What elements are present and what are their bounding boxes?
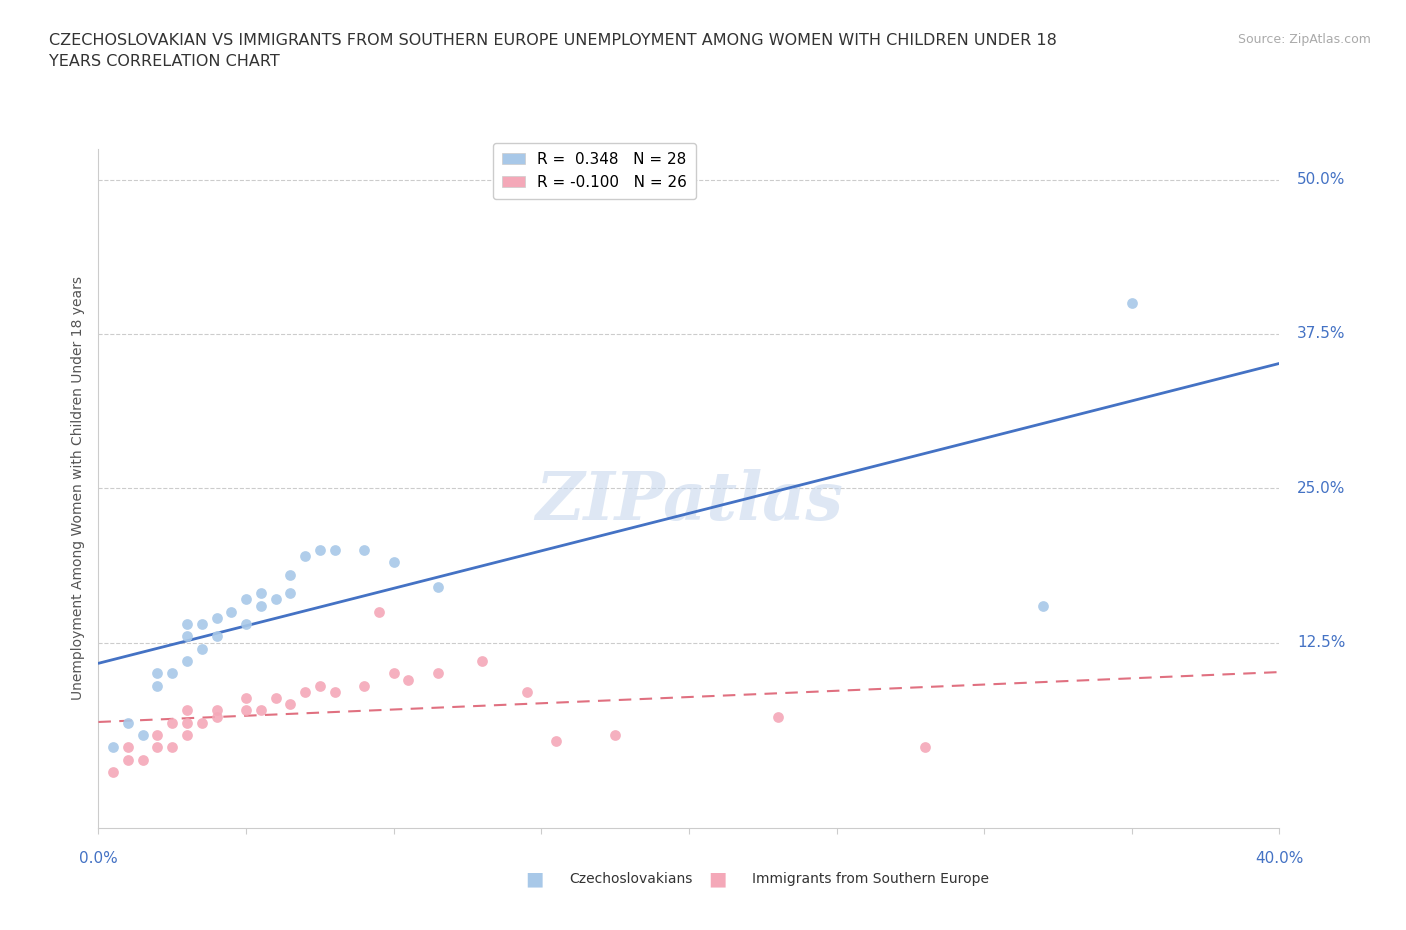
Point — [235, 591, 257, 606]
Point — [1032, 598, 1054, 613]
Point — [205, 710, 228, 724]
Point — [766, 710, 789, 724]
Point — [191, 617, 214, 631]
Point — [176, 617, 198, 631]
Point — [278, 697, 302, 711]
Point — [544, 734, 567, 749]
Point — [146, 666, 169, 681]
Text: ■: ■ — [524, 870, 544, 888]
Point — [368, 604, 391, 619]
Text: CZECHOSLOVAKIAN VS IMMIGRANTS FROM SOUTHERN EUROPE UNEMPLOYMENT AMONG WOMEN WITH: CZECHOSLOVAKIAN VS IMMIGRANTS FROM SOUTH… — [49, 33, 1057, 69]
Point — [264, 691, 287, 706]
Text: ■: ■ — [707, 870, 727, 888]
Point — [146, 727, 169, 742]
Point — [103, 740, 125, 755]
Point — [176, 727, 198, 742]
Point — [205, 629, 228, 644]
Point — [278, 586, 302, 601]
Point — [191, 642, 214, 657]
Point — [132, 752, 155, 767]
Point — [1121, 296, 1143, 311]
Point — [250, 586, 273, 601]
Text: 37.5%: 37.5% — [1298, 326, 1346, 341]
Point — [605, 727, 627, 742]
Point — [205, 703, 228, 718]
Point — [146, 678, 169, 693]
Point — [235, 617, 257, 631]
Text: 25.0%: 25.0% — [1298, 481, 1346, 496]
Point — [219, 604, 242, 619]
Point — [117, 740, 139, 755]
Point — [382, 666, 405, 681]
Point — [162, 715, 183, 730]
Point — [117, 752, 139, 767]
Point — [353, 678, 375, 693]
Text: 50.0%: 50.0% — [1298, 172, 1346, 187]
Text: Source: ZipAtlas.com: Source: ZipAtlas.com — [1237, 33, 1371, 46]
Point — [264, 591, 287, 606]
Point — [103, 764, 125, 779]
Point — [309, 678, 332, 693]
Text: Czechoslovakians: Czechoslovakians — [569, 871, 693, 886]
Legend: R =  0.348   N = 28, R = -0.100   N = 26: R = 0.348 N = 28, R = -0.100 N = 26 — [492, 143, 696, 199]
Point — [176, 654, 198, 669]
Point — [117, 715, 139, 730]
Point — [176, 703, 198, 718]
Point — [323, 542, 346, 557]
Point — [162, 666, 183, 681]
Point — [382, 555, 405, 570]
Point — [146, 740, 169, 755]
Point — [471, 654, 494, 669]
Point — [250, 598, 273, 613]
Point — [294, 684, 316, 699]
Point — [235, 691, 257, 706]
Point — [278, 567, 302, 582]
Y-axis label: Unemployment Among Women with Children Under 18 years: Unemployment Among Women with Children U… — [72, 276, 86, 700]
Point — [162, 740, 183, 755]
Point — [353, 542, 375, 557]
Point — [294, 549, 316, 564]
Point — [427, 666, 450, 681]
Point — [132, 727, 155, 742]
Point — [191, 715, 214, 730]
Point — [427, 579, 450, 594]
Point — [176, 629, 198, 644]
Point — [914, 740, 936, 755]
Point — [205, 610, 228, 625]
Point — [309, 542, 332, 557]
Text: ZIPatlas: ZIPatlas — [536, 470, 842, 535]
Point — [515, 684, 537, 699]
Text: 0.0%: 0.0% — [79, 851, 118, 866]
Point — [176, 715, 198, 730]
Text: Immigrants from Southern Europe: Immigrants from Southern Europe — [752, 871, 990, 886]
Point — [250, 703, 273, 718]
Point — [396, 672, 419, 687]
Text: 12.5%: 12.5% — [1298, 635, 1346, 650]
Text: 40.0%: 40.0% — [1256, 851, 1303, 866]
Point — [235, 703, 257, 718]
Point — [323, 684, 346, 699]
